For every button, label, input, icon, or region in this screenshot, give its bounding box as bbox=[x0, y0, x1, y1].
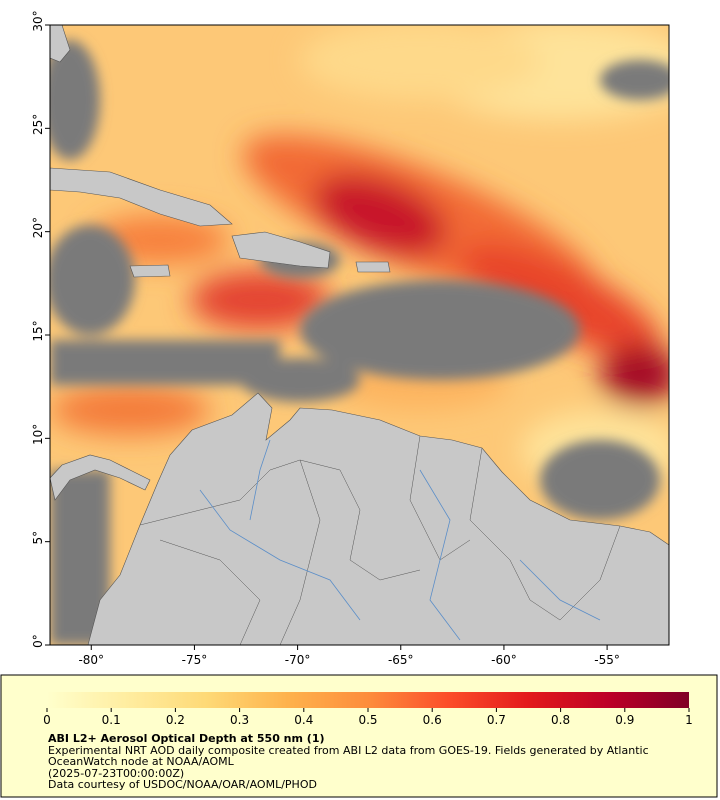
y-tick-label: 5° bbox=[31, 531, 45, 545]
colorbar-tick-label: 0.4 bbox=[294, 713, 313, 727]
caption-credit: Data courtesy of USDOC/NOAA/OAR/AOML/PHO… bbox=[48, 778, 317, 791]
colorbar-tick-label: 0.2 bbox=[166, 713, 185, 727]
y-tick-label: 0° bbox=[31, 634, 45, 648]
no-data-ocean bbox=[50, 40, 669, 645]
x-tick-label: -70° bbox=[285, 653, 311, 667]
caption-description: Experimental NRT AOD daily composite cre… bbox=[48, 743, 649, 768]
borders bbox=[139, 435, 621, 645]
map bbox=[50, 25, 669, 645]
colorbar-tick-label: 0.1 bbox=[102, 713, 121, 727]
caption-date: (2025-07-23T00:00:00Z) bbox=[48, 766, 185, 780]
x-tick-label: -80° bbox=[78, 653, 104, 667]
y-tick-label: 30° bbox=[31, 10, 45, 31]
rivers bbox=[199, 439, 601, 641]
land bbox=[50, 25, 669, 645]
colorbar-tick-label: 0.5 bbox=[358, 713, 377, 727]
colorbar-tick-label: 0.3 bbox=[230, 713, 249, 727]
y-tick-label: 10° bbox=[31, 424, 45, 445]
caption: ABI L2+ Aerosol Optical Depth at 550 nm … bbox=[48, 733, 688, 791]
x-tick-label: -75° bbox=[182, 653, 208, 667]
y-tick-label: 20° bbox=[31, 217, 45, 238]
y-tick-label: 15° bbox=[31, 320, 45, 341]
x-tick-label: -60° bbox=[491, 653, 517, 667]
colorbar-tick-label: 0.9 bbox=[615, 713, 634, 727]
colorbar-tick-label: 1 bbox=[685, 713, 693, 727]
colorbar-tick-label: 0.7 bbox=[487, 713, 506, 727]
colorbar-tick-label: 0 bbox=[43, 713, 51, 727]
colorbar-tick-label: 0.8 bbox=[551, 713, 570, 727]
caption-title: ABI L2+ Aerosol Optical Depth at 550 nm … bbox=[48, 732, 325, 745]
y-tick-label: 25° bbox=[31, 114, 45, 135]
colorbar bbox=[47, 692, 689, 708]
colorbar-tick-label: 0.6 bbox=[423, 713, 442, 727]
x-tick-label: -55° bbox=[594, 653, 620, 667]
x-tick-label: -65° bbox=[388, 653, 414, 667]
